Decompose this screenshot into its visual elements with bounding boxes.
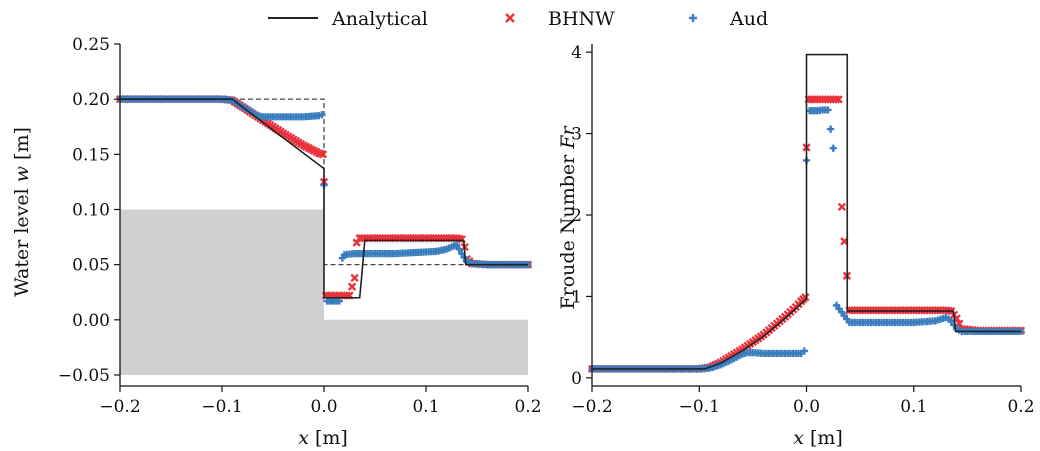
aud-point (824, 106, 832, 114)
legend-x-marker (505, 13, 515, 23)
y-tick-label: 1 (571, 287, 582, 307)
bhnw-point (801, 293, 810, 302)
aud-point (455, 245, 463, 253)
y-tick-label: 0.05 (72, 256, 110, 276)
legend-label-analytical: Analytical (331, 8, 428, 30)
x-tick-label: 0.2 (1007, 397, 1034, 417)
x-tick-label: 0.2 (514, 397, 541, 417)
water-level-x-axis-label: x [m] (298, 427, 348, 449)
analytical-line (592, 53, 1021, 370)
legend-plus-glyph (689, 14, 697, 22)
legend-label-aud: Aud (729, 8, 768, 30)
legend-label-bhnw: BHNW (548, 8, 615, 30)
y-tick-label: 0.25 (72, 35, 110, 55)
y-tick-label: 3 (571, 125, 582, 145)
froude-x-axis-label: x [m] (793, 427, 843, 449)
y-tick-label: 0 (571, 369, 582, 389)
bhnw-point (350, 273, 359, 283)
x-tick-label: 0.1 (412, 397, 439, 417)
legend-x-glyph (505, 13, 515, 23)
aud-point (453, 241, 461, 249)
water-level-panel: −0.2 −0.1 0.0 0.1 0.2 −0.05 0.00 0.05 0.10 0.15 0.… (58, 35, 542, 417)
y-tick-label: 0.00 (72, 311, 110, 331)
water-level-y-axis-label: Water level w [m] (11, 127, 33, 297)
y-tick-label: 4 (571, 43, 582, 63)
y-tick-label: −0.05 (58, 366, 110, 386)
y-tick-label: 0.20 (72, 90, 110, 110)
bhnw-point (834, 95, 843, 104)
aud-point (827, 125, 835, 133)
x-tick-label: 0.0 (793, 397, 820, 417)
x-tick-label: 0.0 (310, 397, 337, 417)
bhnw-point (831, 95, 841, 104)
x-tick-label: −0.2 (571, 397, 612, 417)
bhnw-point (837, 202, 847, 212)
aud-point (335, 297, 343, 305)
froude-y-axis-label: Froude Number Fr (557, 125, 579, 310)
legend-plus-marker (689, 14, 697, 22)
analytical-line (120, 98, 528, 299)
y-tick-label: 0.10 (72, 200, 110, 220)
y-tick-label: 2 (571, 206, 582, 226)
legend: Analytical BHNW Aud (268, 8, 768, 30)
x-tick-label: 0.1 (900, 397, 927, 417)
bhnw-point (347, 282, 357, 291)
aud-point (829, 144, 837, 152)
froude-number-panel: −0.2 −0.1 0.0 0.1 0.2 0 1 2 3 4 (571, 43, 1034, 417)
x-tick-label: −0.1 (201, 397, 242, 417)
y-tick-label: 0.15 (72, 145, 110, 165)
x-tick-label: −0.2 (99, 397, 140, 417)
aud-point (318, 111, 326, 119)
x-tick-label: −0.1 (679, 397, 720, 417)
bhnw-point (318, 150, 328, 159)
aud-point (800, 347, 808, 355)
